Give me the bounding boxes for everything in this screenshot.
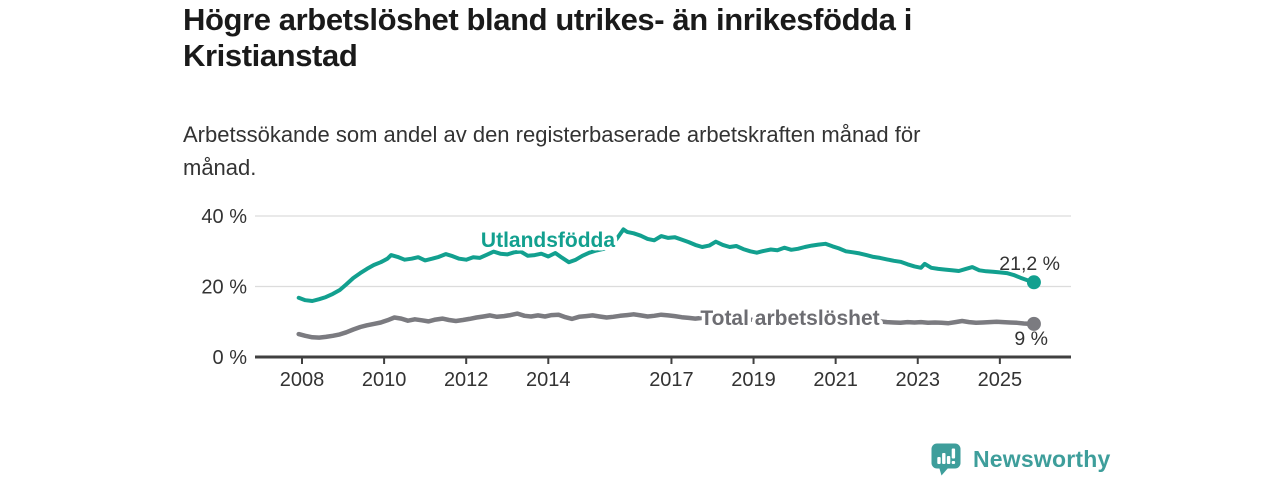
x-tick-label-2021: 2021 [813, 369, 858, 391]
x-tick-label-2008: 2008 [280, 369, 325, 391]
series-end-dot-utlandsfodda [1026, 275, 1041, 290]
series-end-value-total-arbetsloshet: 9 % [1014, 328, 1048, 350]
series-end-value-utlandsfodda: 21,2 % [999, 253, 1060, 275]
bar-chart-glyph [937, 448, 956, 464]
series-end-dot-total-arbetsloshet [1026, 316, 1041, 331]
x-tick-label-2014: 2014 [526, 369, 571, 391]
x-tick-label-2010: 2010 [362, 369, 407, 391]
x-tick-label-2012: 2012 [444, 369, 489, 391]
speech-bubble-tail [939, 467, 949, 476]
chart-svg: 0 % 20 % 40 % 2008 2010 2012 2014 2017 2019 2021 2… [201, 206, 1071, 391]
y-tick-label-20: 20 % [201, 277, 247, 299]
y-tick-label-0: 0 % [213, 347, 248, 369]
speech-bubble-shape [931, 443, 961, 469]
chart-subtitle: Arbetssökande som andel av den registerb… [183, 118, 1103, 184]
series-line-utlandsfodda [296, 227, 1036, 303]
series-label-total-arbetsloshet: Total arbetslöshet [700, 307, 879, 330]
brand-name: Newsworthy [973, 445, 1111, 472]
title-line-1: Högre arbetslöshet bland utrikes- än inr… [183, 2, 912, 37]
page-title: Högre arbetslöshet bland utrikes- än inr… [183, 2, 1103, 74]
x-tick-label-2017: 2017 [649, 369, 694, 391]
y-tick-label-40: 40 % [201, 206, 247, 228]
x-tick-label-2025: 2025 [978, 369, 1023, 391]
x-tick-label-2023: 2023 [896, 369, 941, 391]
title-line-2: Kristianstad [183, 38, 358, 73]
series-line-total-arbetsloshet [296, 311, 1037, 340]
subtitle-line-1: Arbetssökande som andel av den registerb… [183, 122, 921, 147]
series-label-utlandsfodda: Utlandsfödda [481, 229, 615, 252]
subtitle-line-2: månad. [183, 155, 257, 180]
x-tick-label-2019: 2019 [731, 369, 776, 391]
newsworthy-logo-icon [931, 443, 961, 476]
brand-logo: Newsworthy [930, 442, 1110, 476]
